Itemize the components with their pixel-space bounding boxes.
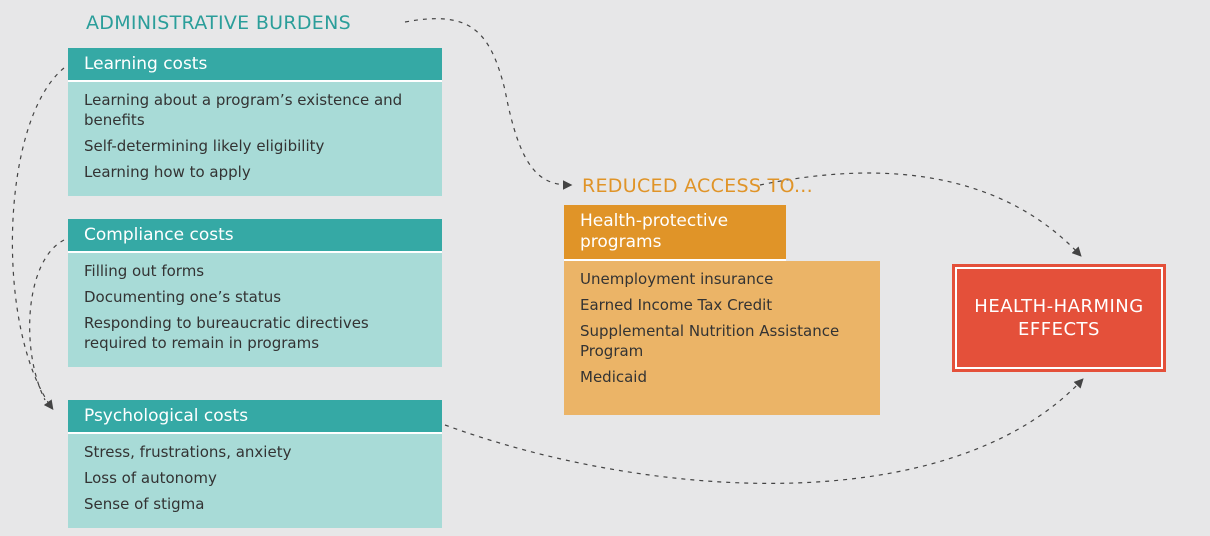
group-list: Filling out forms Documenting one’s statu… — [68, 253, 442, 367]
group-title: Learning costs — [68, 48, 442, 82]
programs-box: Health-protective programs Unemployment … — [564, 205, 880, 415]
program-item: Earned Income Tax Credit — [580, 296, 773, 314]
group-list: Stress, frustrations, anxiety Loss of aut… — [68, 434, 442, 528]
program-item: Medicaid — [580, 368, 647, 386]
effects-box: HEALTH-HARMING EFFECTS — [952, 264, 1166, 372]
group-item: Documenting one’s status — [84, 288, 282, 306]
programs-title: Health-protective programs — [564, 205, 786, 261]
group-title: Compliance costs — [68, 219, 442, 253]
group-item: Self-determining likely eligibility — [84, 137, 325, 155]
group-item: Learning how to apply — [84, 163, 251, 181]
cost-group: Compliance costs Filling out forms Documen… — [68, 219, 442, 367]
group-item: Sense of stigma — [84, 495, 205, 513]
left-title: ADMINISTRATIVE BURDENS — [86, 12, 351, 34]
middle-title: REDUCED ACCESS TO... — [582, 175, 813, 197]
group-item: Stress, frustrations, anxiety — [84, 443, 292, 461]
program-item: Unemployment insurance — [580, 270, 774, 288]
programs-list: Unemployment insurance Earned Income Tax … — [564, 261, 880, 415]
group-item: Responding to bureaucratic directives re… — [84, 314, 369, 352]
cost-group: Psychological costs Stress, frustrations,… — [68, 400, 442, 528]
group-list: Learning about a program’s existence and… — [68, 82, 442, 196]
group-item: Loss of autonomy — [84, 469, 217, 487]
program-item: Supplemental Nutrition Assistance Progra… — [580, 322, 840, 360]
group-item: Filling out forms — [84, 262, 205, 280]
cost-group: Learning costs Learning about a program’s… — [68, 48, 442, 196]
group-item: Learning about a program’s existence and… — [84, 91, 403, 129]
effects-text: HEALTH-HARMING EFFECTS — [974, 296, 1144, 340]
group-title: Psychological costs — [68, 400, 442, 434]
